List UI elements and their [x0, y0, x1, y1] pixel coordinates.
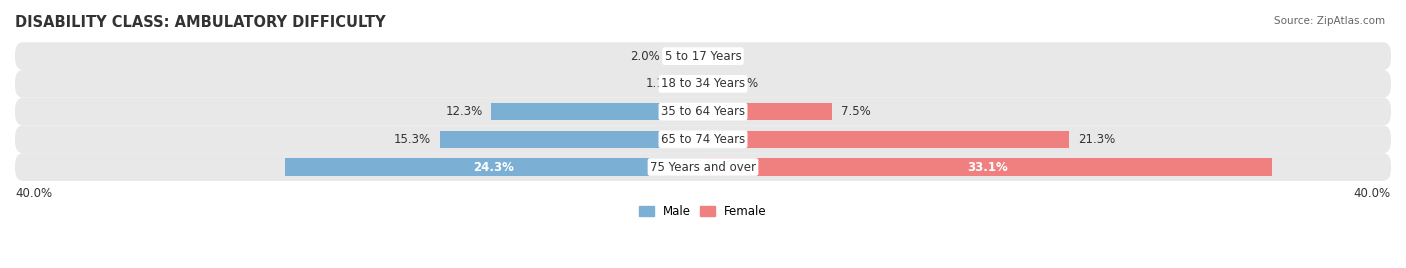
Text: 35 to 64 Years: 35 to 64 Years: [661, 105, 745, 118]
Text: Source: ZipAtlas.com: Source: ZipAtlas.com: [1274, 16, 1385, 26]
Text: 7.5%: 7.5%: [841, 105, 870, 118]
Text: 12.3%: 12.3%: [446, 105, 482, 118]
Text: 5 to 17 Years: 5 to 17 Years: [665, 50, 741, 63]
Bar: [669, 47, 703, 65]
Text: 24.3%: 24.3%: [474, 161, 515, 173]
Text: 65 to 74 Years: 65 to 74 Years: [661, 133, 745, 146]
Text: 40.0%: 40.0%: [1354, 187, 1391, 200]
FancyBboxPatch shape: [15, 98, 1391, 125]
Bar: [285, 158, 703, 176]
Text: 40.0%: 40.0%: [15, 187, 52, 200]
Bar: [703, 75, 713, 92]
Text: 33.1%: 33.1%: [967, 161, 1008, 173]
FancyBboxPatch shape: [15, 125, 1391, 153]
Bar: [703, 158, 1272, 176]
Text: 21.3%: 21.3%: [1078, 133, 1115, 146]
Bar: [703, 103, 832, 120]
Text: 2.0%: 2.0%: [630, 50, 659, 63]
Text: 75 Years and over: 75 Years and over: [650, 161, 756, 173]
Text: 0.0%: 0.0%: [711, 50, 741, 63]
Bar: [685, 75, 703, 92]
Bar: [703, 131, 1070, 148]
Text: 15.3%: 15.3%: [394, 133, 432, 146]
FancyBboxPatch shape: [15, 70, 1391, 98]
Bar: [440, 131, 703, 148]
FancyBboxPatch shape: [15, 153, 1391, 181]
FancyBboxPatch shape: [15, 42, 1391, 70]
Bar: [492, 103, 703, 120]
Text: DISABILITY CLASS: AMBULATORY DIFFICULTY: DISABILITY CLASS: AMBULATORY DIFFICULTY: [15, 15, 385, 30]
Legend: Male, Female: Male, Female: [637, 203, 769, 220]
Text: 18 to 34 Years: 18 to 34 Years: [661, 77, 745, 90]
Text: 0.59%: 0.59%: [721, 77, 759, 90]
Text: 1.1%: 1.1%: [645, 77, 675, 90]
